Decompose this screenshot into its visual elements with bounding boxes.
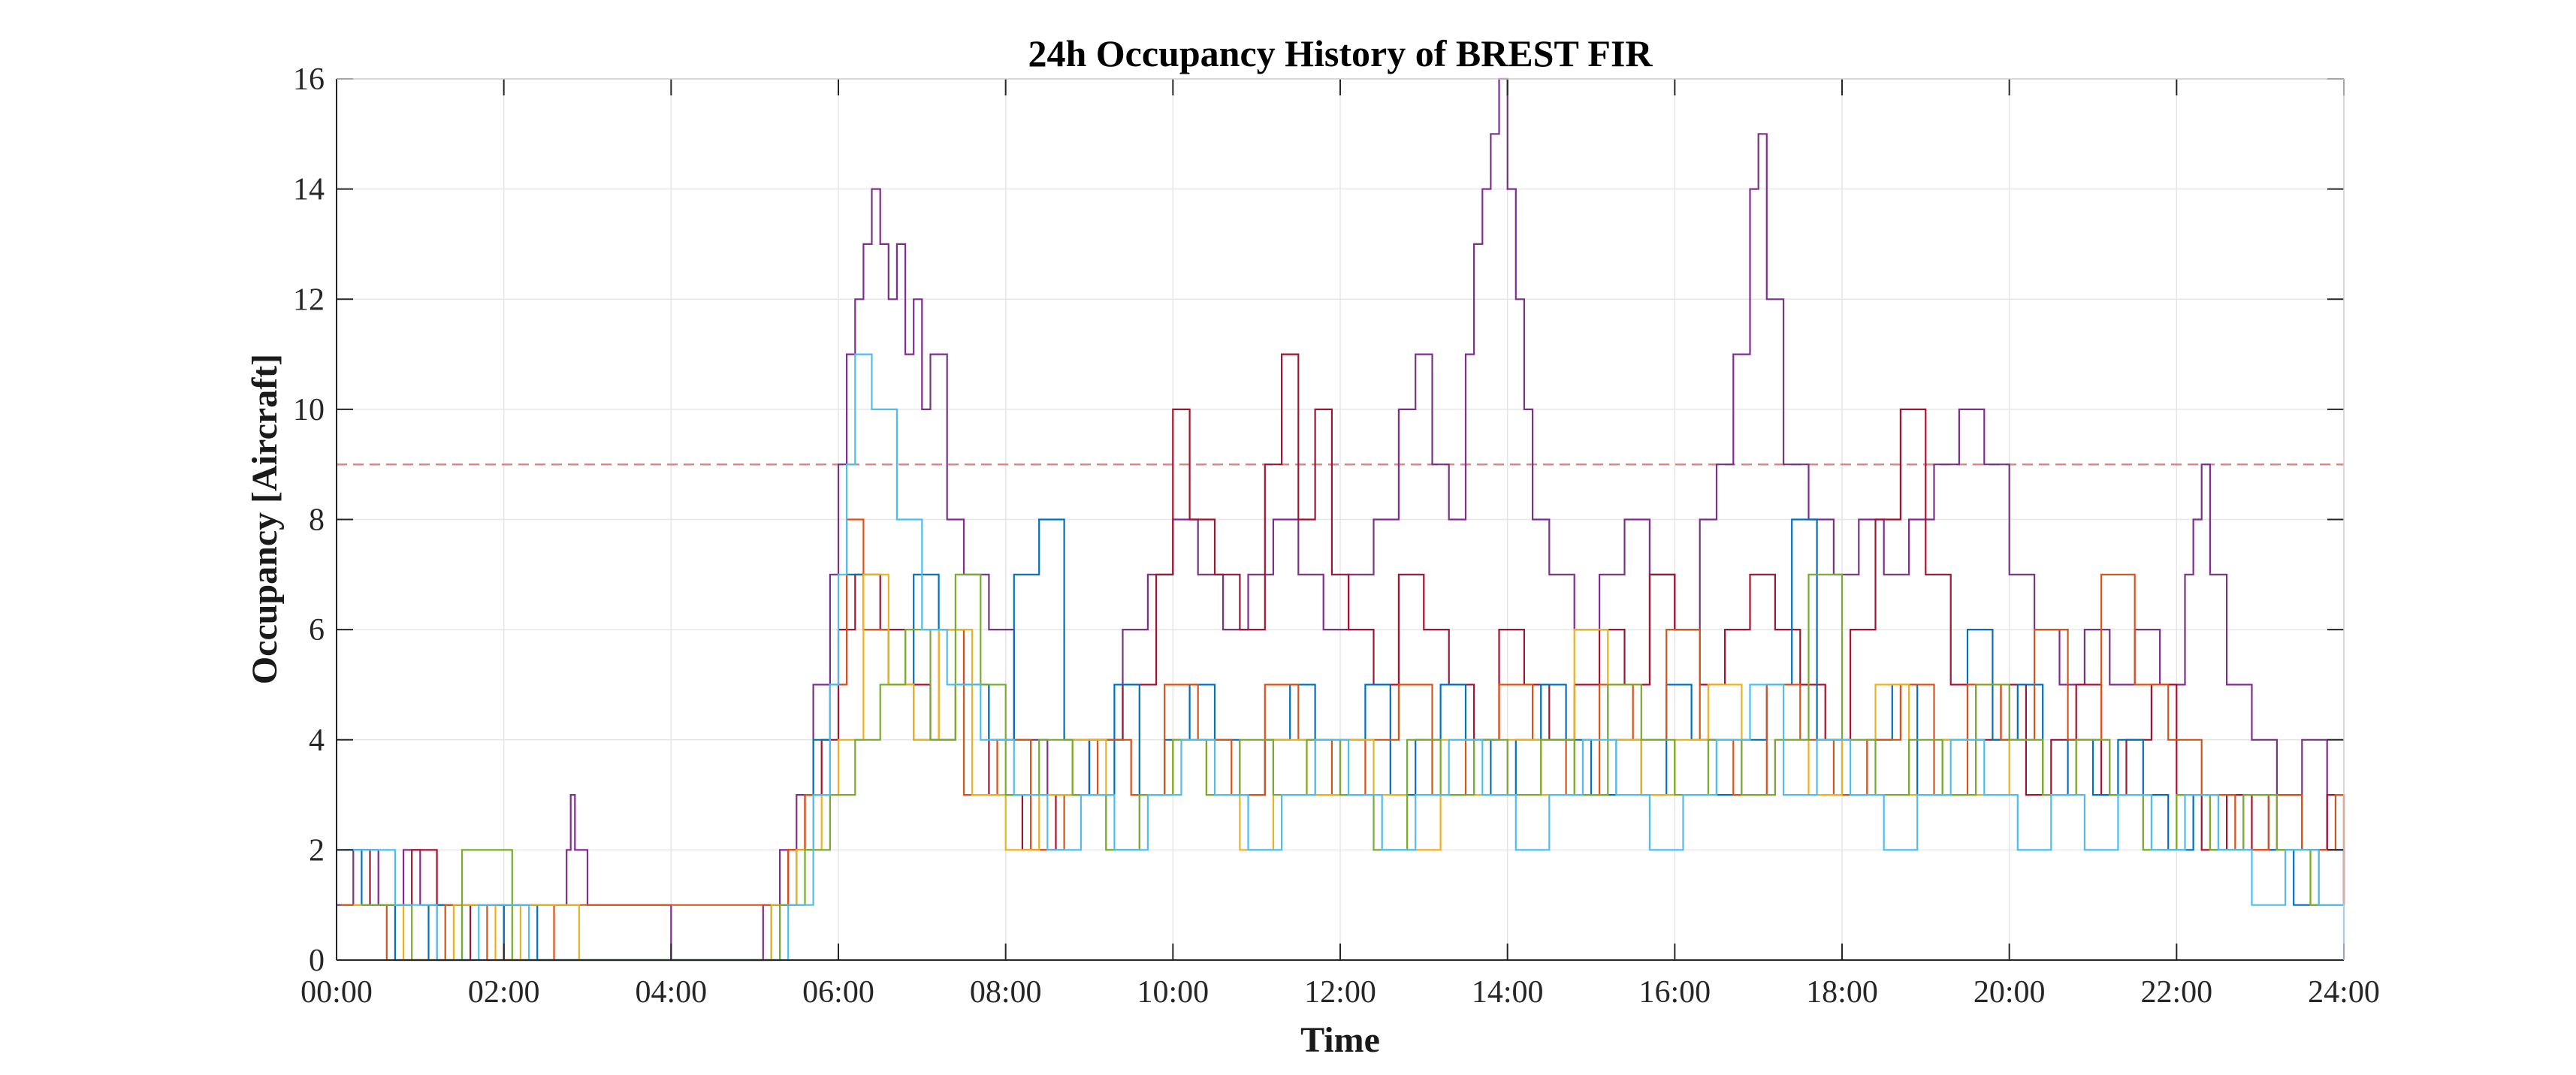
x-tick-label: 16:00: [1638, 975, 1711, 1010]
axes: [336, 78, 2345, 961]
x-tick-label: 08:00: [970, 975, 1042, 1010]
y-tick-label: 10: [293, 393, 325, 427]
y-tick-label: 0: [309, 944, 325, 978]
series-group: [337, 77, 2345, 962]
y-axis-label: Occupancy [Aircraft]: [245, 354, 285, 684]
x-tick-label: 02:00: [468, 975, 540, 1010]
y-tick-label: 12: [293, 282, 325, 317]
x-tick-label: 14:00: [1472, 975, 1544, 1010]
x-tick-label: 20:00: [1974, 975, 2046, 1010]
y-tick-label: 16: [293, 62, 325, 97]
series-line-2: [345, 353, 2345, 962]
x-tick-labels: 00:00 02:00 04:00 06:00 08:00 10:00 12:00 14:00…: [300, 975, 2380, 1010]
series-line-1: [337, 77, 2344, 962]
x-tick-label: 12:00: [1304, 975, 1376, 1010]
y-tick-label: 6: [309, 613, 325, 648]
x-tick-label: 24:00: [2308, 975, 2380, 1010]
x-tick-label: 22:00: [2140, 975, 2212, 1010]
series-line-7: [349, 353, 2345, 962]
chart-title: 24h Occupancy History of BREST FIR: [1028, 32, 1653, 74]
y-tick-label: 14: [293, 173, 325, 207]
x-tick-label: 04:00: [635, 975, 707, 1010]
x-tick-label: 00:00: [300, 975, 373, 1010]
y-tick-label: 8: [309, 503, 325, 538]
y-tick-label: 4: [309, 723, 325, 758]
x-axis-label: Time: [1300, 1020, 1380, 1060]
x-tick-label: 10:00: [1137, 975, 1209, 1010]
x-tick-label: 06:00: [802, 975, 874, 1010]
series-line-6: [361, 573, 2344, 962]
y-tick-label: 2: [309, 833, 325, 868]
x-tick-label: 18:00: [1806, 975, 1878, 1010]
y-tick-labels: 0 2 4 6 8 10 12 14 16: [293, 62, 325, 978]
